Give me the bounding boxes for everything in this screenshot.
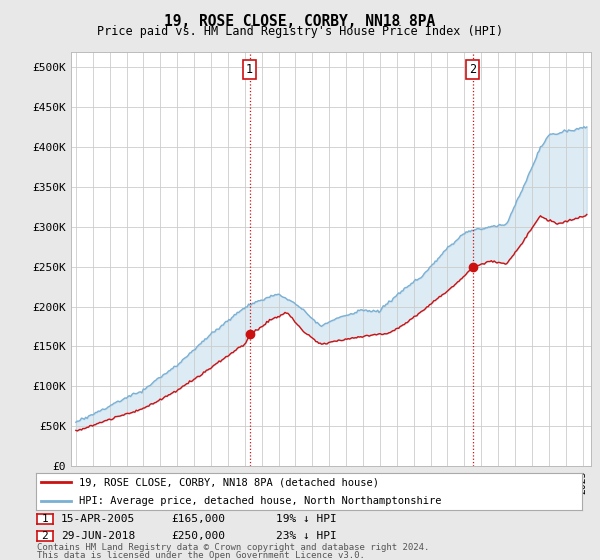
Text: 15-APR-2005: 15-APR-2005 <box>61 514 136 524</box>
Text: 19, ROSE CLOSE, CORBY, NN18 8PA (detached house): 19, ROSE CLOSE, CORBY, NN18 8PA (detache… <box>79 477 379 487</box>
Text: 1: 1 <box>41 514 49 524</box>
Text: HPI: Average price, detached house, North Northamptonshire: HPI: Average price, detached house, Nort… <box>79 496 441 506</box>
Text: 2: 2 <box>469 63 476 76</box>
Text: 1: 1 <box>246 63 253 76</box>
Text: 2: 2 <box>41 531 49 541</box>
Text: £250,000: £250,000 <box>171 531 225 541</box>
Text: £165,000: £165,000 <box>171 514 225 524</box>
Text: 29-JUN-2018: 29-JUN-2018 <box>61 531 136 541</box>
Text: 23% ↓ HPI: 23% ↓ HPI <box>276 531 337 541</box>
Text: 19% ↓ HPI: 19% ↓ HPI <box>276 514 337 524</box>
Text: This data is licensed under the Open Government Licence v3.0.: This data is licensed under the Open Gov… <box>37 551 365 560</box>
Text: Price paid vs. HM Land Registry's House Price Index (HPI): Price paid vs. HM Land Registry's House … <box>97 25 503 38</box>
Text: 19, ROSE CLOSE, CORBY, NN18 8PA: 19, ROSE CLOSE, CORBY, NN18 8PA <box>164 14 436 29</box>
Text: Contains HM Land Registry data © Crown copyright and database right 2024.: Contains HM Land Registry data © Crown c… <box>37 543 430 553</box>
